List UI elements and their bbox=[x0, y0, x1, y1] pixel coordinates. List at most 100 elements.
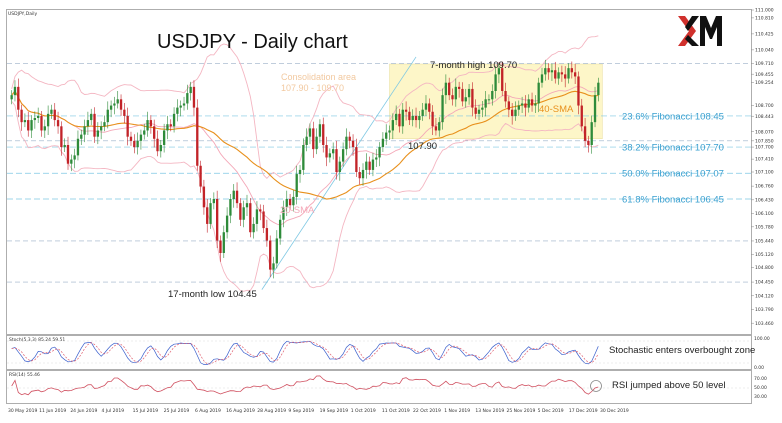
candle-body bbox=[424, 103, 428, 110]
price-tick-label: 107.100 bbox=[755, 170, 774, 176]
candle-body bbox=[136, 140, 139, 148]
date-tick-label: 13 Nov 2019 bbox=[475, 408, 504, 414]
candle-body bbox=[153, 126, 156, 139]
candle-body bbox=[275, 238, 278, 264]
candle-body bbox=[56, 120, 60, 127]
candle-body bbox=[159, 145, 162, 152]
candle-body bbox=[23, 120, 27, 123]
price-tick-label: 105.780 bbox=[755, 224, 774, 230]
candle-body bbox=[192, 86, 196, 108]
candle-body bbox=[209, 203, 212, 224]
candle-body bbox=[206, 207, 209, 224]
rsi-highlight-circle bbox=[590, 380, 602, 392]
symbol-caption: USDJPY,Daily bbox=[8, 11, 37, 17]
candle-body bbox=[524, 103, 527, 108]
price-tick-label: 109.254 bbox=[755, 80, 774, 86]
candle-body bbox=[358, 172, 361, 179]
candle-body bbox=[245, 203, 249, 208]
candle-body bbox=[451, 95, 454, 100]
candle-body bbox=[63, 145, 66, 148]
candle-body bbox=[448, 82, 451, 96]
candle-body bbox=[10, 95, 13, 100]
candle-body bbox=[484, 99, 487, 108]
candle-body bbox=[176, 107, 179, 114]
candle-body bbox=[242, 207, 245, 220]
candle-body bbox=[216, 199, 219, 241]
candle-body bbox=[202, 186, 206, 208]
candle-body bbox=[375, 157, 378, 160]
candle-body bbox=[156, 138, 159, 152]
candle-body bbox=[235, 190, 239, 204]
candle-body bbox=[149, 120, 153, 127]
stoch-panel-frame bbox=[6, 335, 752, 370]
candle-body bbox=[530, 99, 534, 106]
candle-body bbox=[83, 126, 86, 135]
candle-body bbox=[560, 72, 564, 75]
candle-body bbox=[464, 97, 467, 102]
sma-20-line bbox=[11, 85, 599, 226]
candle-body bbox=[288, 199, 292, 206]
date-tick-label: 25 Jul 2019 bbox=[164, 408, 190, 414]
candle-body bbox=[20, 109, 23, 123]
candle-body bbox=[418, 115, 421, 121]
candle-body bbox=[272, 263, 275, 270]
candle-body bbox=[96, 130, 99, 137]
candle-body bbox=[444, 82, 448, 96]
candle-body bbox=[335, 149, 338, 172]
price-tick-label: 107.700 bbox=[755, 145, 774, 151]
candle-body bbox=[70, 159, 73, 164]
candle-body bbox=[388, 130, 391, 133]
candle-body bbox=[113, 103, 116, 106]
candle-body bbox=[421, 109, 424, 116]
rsi-label: RSI(14) 55.46 bbox=[9, 372, 40, 378]
candle-body bbox=[381, 138, 385, 148]
price-tick-label: 104.800 bbox=[755, 265, 774, 271]
candle-body bbox=[252, 223, 255, 233]
candle-body bbox=[285, 199, 288, 208]
candle-body bbox=[99, 126, 103, 131]
candle-body bbox=[282, 207, 285, 220]
candle-body bbox=[441, 95, 444, 123]
candle-body bbox=[30, 120, 33, 131]
price-tick-label: 109.710 bbox=[755, 61, 774, 67]
candle-body bbox=[305, 136, 308, 145]
candle-body bbox=[162, 130, 166, 145]
candle-body bbox=[365, 161, 368, 170]
candle-body bbox=[597, 82, 600, 96]
price-tick-label: 104.450 bbox=[755, 280, 774, 286]
date-tick-label: 4 Jul 2019 bbox=[101, 408, 124, 414]
candle-body bbox=[554, 70, 557, 79]
candle-body bbox=[537, 82, 540, 104]
candle-body bbox=[172, 113, 176, 127]
candle-body bbox=[477, 109, 481, 114]
stoch-label: Stoch(5,3,3) 85.24 59.51 bbox=[9, 337, 65, 343]
candle-body bbox=[50, 109, 53, 114]
candle-body bbox=[461, 88, 464, 102]
candle-body bbox=[225, 215, 229, 233]
candle-body bbox=[90, 113, 93, 121]
candle-body bbox=[341, 149, 345, 162]
candle-body bbox=[133, 140, 136, 148]
candle-body bbox=[332, 149, 335, 154]
candle-body bbox=[583, 126, 587, 141]
candle-body bbox=[501, 68, 504, 91]
price-tick-label: 104.120 bbox=[755, 293, 774, 299]
candle-body bbox=[570, 68, 573, 73]
candle-body bbox=[239, 203, 242, 220]
candle-body bbox=[328, 153, 332, 158]
date-tick-label: 24 Jun 2019 bbox=[70, 408, 97, 414]
candle-body bbox=[351, 140, 355, 148]
candle-body bbox=[408, 111, 411, 121]
candle-body bbox=[219, 240, 222, 253]
candle-body bbox=[471, 88, 474, 108]
candle-body bbox=[265, 228, 269, 241]
candle-body bbox=[564, 74, 567, 79]
candle-body bbox=[494, 74, 497, 91]
candle-body bbox=[504, 91, 507, 102]
candle-body bbox=[123, 109, 126, 116]
candle-body bbox=[27, 120, 30, 131]
stoch-axis-0: 0.00 bbox=[754, 365, 764, 371]
candle-body bbox=[106, 109, 109, 123]
low-annotation: 17-month low 104.45 bbox=[168, 289, 257, 300]
